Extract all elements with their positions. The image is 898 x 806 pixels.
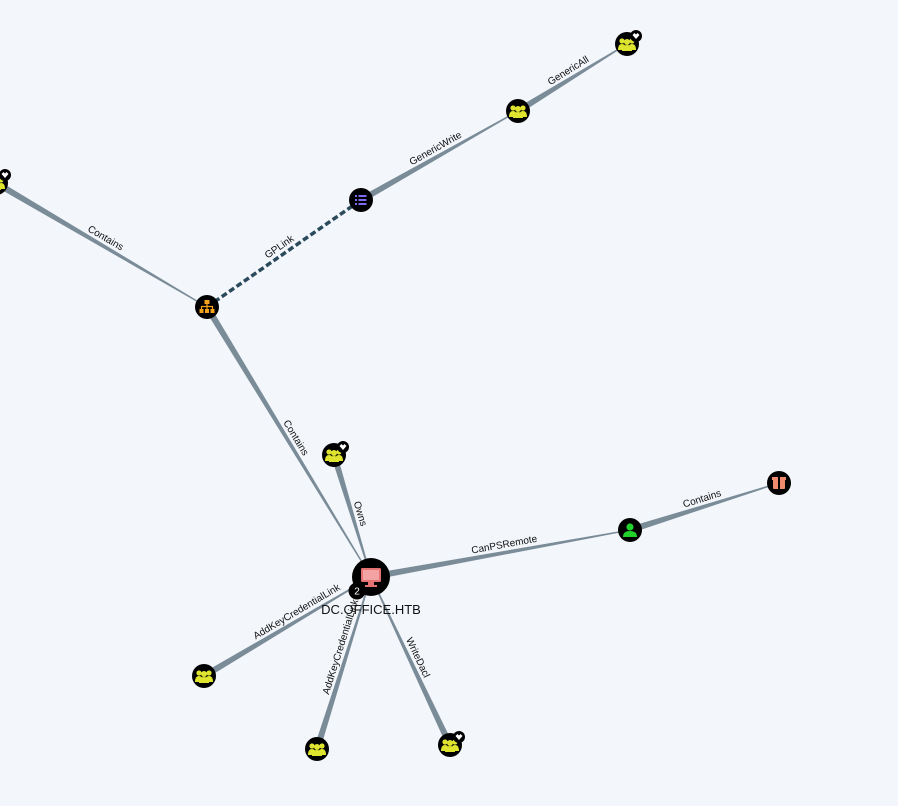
- node-group[interactable]: [438, 731, 465, 757]
- crown-icon: [630, 30, 642, 42]
- edge-line[interactable]: [202, 576, 372, 679]
- users-icon: [509, 105, 527, 118]
- edge-contains[interactable]: [0, 180, 208, 308]
- edge-add-key-credential-link[interactable]: [202, 576, 372, 679]
- node-label: DC.OFFICE.HTB: [321, 602, 421, 617]
- users-icon: [308, 743, 326, 756]
- node-group[interactable]: [192, 664, 216, 688]
- edge-can-psremote[interactable]: [370, 529, 631, 581]
- edge-gplink[interactable]: [206, 198, 362, 309]
- org-chart-icon: [199, 300, 215, 313]
- monitor-icon: [361, 568, 381, 587]
- edge-line[interactable]: [0, 180, 208, 308]
- users-icon: [618, 38, 636, 51]
- edge-line[interactable]: [330, 454, 372, 578]
- node-computer[interactable]: 2 DC.OFFICE.HTB: [321, 558, 421, 617]
- node-group[interactable]: [322, 441, 349, 467]
- list-icon: [355, 195, 367, 205]
- node-container[interactable]: [767, 471, 791, 495]
- box-icon: [772, 477, 786, 489]
- users-icon: [325, 449, 343, 462]
- edge-line[interactable]: [516, 43, 628, 114]
- edge-contains[interactable]: [629, 482, 780, 534]
- edges-layer: [0, 43, 780, 750]
- count-badge: 2: [348, 582, 366, 600]
- node-gpo[interactable]: [349, 188, 373, 212]
- crown-icon: [453, 731, 465, 743]
- edge-generic-write[interactable]: [359, 110, 519, 203]
- node-group[interactable]: [305, 737, 329, 761]
- crown-icon: [0, 169, 11, 181]
- node-ou[interactable]: [195, 295, 219, 319]
- crown-icon: [337, 441, 349, 453]
- edge-line[interactable]: [313, 576, 372, 750]
- edge-owns[interactable]: [330, 454, 372, 578]
- edge-line[interactable]: [206, 198, 362, 309]
- user-icon: [623, 523, 637, 537]
- edge-contains[interactable]: [204, 305, 372, 578]
- edge-labels-layer: Contains GPLinkGenericWriteGenericAllCont…: [85, 54, 722, 696]
- users-icon: [195, 670, 213, 683]
- edge-label-generic-write: GenericWrite: [408, 130, 464, 168]
- node-group[interactable]: [506, 99, 530, 123]
- edge-add-key-credential-link[interactable]: [313, 576, 372, 750]
- edge-line[interactable]: [370, 529, 631, 581]
- badge-count: 2: [354, 587, 360, 598]
- node-group[interactable]: [615, 30, 642, 56]
- edge-line[interactable]: [359, 110, 519, 203]
- nodes-layer: 2 DC.OFFICE.HTB: [0, 30, 791, 761]
- users-icon: [441, 739, 459, 752]
- edge-generic-all[interactable]: [516, 43, 628, 114]
- node-group[interactable]: [0, 169, 11, 195]
- edge-write-dacl[interactable]: [370, 576, 453, 747]
- node-user[interactable]: [618, 518, 642, 542]
- edge-line[interactable]: [629, 482, 780, 534]
- edge-line[interactable]: [204, 305, 372, 578]
- edge-line[interactable]: [370, 576, 453, 747]
